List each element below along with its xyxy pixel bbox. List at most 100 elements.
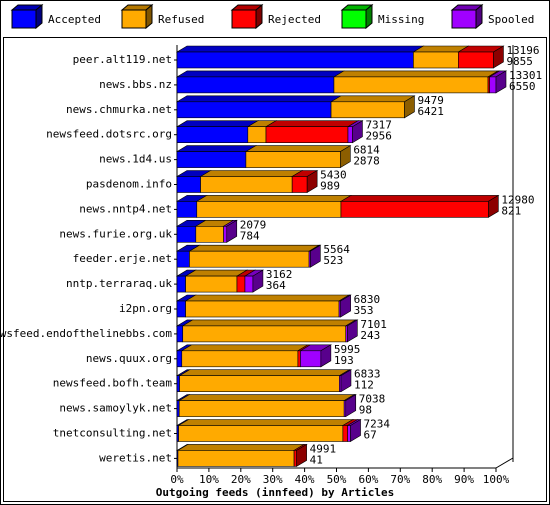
legend-swatch-side: [475, 3, 483, 30]
total-label: 6830: [354, 293, 381, 306]
bar-top: [176, 444, 306, 451]
bar-segment: [245, 151, 341, 168]
x-tick-label: 20%: [231, 473, 251, 486]
bar-top: [175, 70, 346, 78]
category-label: newsfeed.bofh.team: [53, 377, 173, 390]
total-label: 4991: [310, 442, 337, 455]
bar-top: [244, 145, 352, 152]
bar-segment: [176, 101, 332, 119]
bar-segment: [185, 300, 340, 318]
bar-segment: [247, 126, 267, 143]
bar-segment: [413, 51, 459, 69]
bar-segment: [196, 201, 342, 218]
bar-segment: [176, 126, 249, 143]
category-label: news.1d4.us: [99, 153, 172, 166]
legend-label: Accepted: [48, 13, 101, 26]
bar-top: [175, 120, 259, 127]
bar-side: [345, 394, 357, 418]
legend-swatch-side: [365, 3, 373, 30]
legend-swatch-side: [35, 3, 43, 30]
bar-side: [306, 169, 318, 194]
legend-label: Refused: [158, 13, 204, 26]
bar-top: [178, 369, 351, 377]
total-label: 13301: [509, 69, 542, 82]
bar-segment: [347, 126, 353, 143]
bar-segment: [176, 76, 335, 94]
accepted-label: 243: [360, 329, 380, 342]
x-tick-label: 90%: [454, 473, 474, 486]
category-label: i2pn.org: [119, 302, 172, 315]
bar-side: [347, 319, 358, 343]
bar-top: [180, 344, 309, 352]
bar-segment: [458, 51, 494, 69]
bar-top: [339, 195, 500, 202]
bar-segment: [176, 176, 201, 193]
category-label: news.samoylyk.net: [59, 402, 172, 415]
accepted-label: 67: [364, 429, 377, 442]
accepted-label: 2956: [365, 130, 392, 143]
category-label: news.nntp4.net: [79, 202, 172, 215]
legend-swatch: [11, 9, 37, 29]
bar-segment: [297, 350, 301, 368]
bar-segment: [177, 450, 295, 467]
bar-segment: [330, 101, 405, 119]
legend-label: Spooled: [488, 13, 534, 26]
x-tick-label: 80%: [422, 473, 442, 486]
total-label: 2079: [240, 218, 267, 231]
legend-swatch: [341, 9, 367, 29]
bar-side: [296, 443, 307, 467]
bar-segment: [176, 325, 184, 343]
accepted-label: 989: [320, 180, 340, 193]
bar-segment: [176, 51, 414, 69]
bar-segment: [176, 375, 180, 393]
accepted-label: 364: [266, 279, 286, 292]
bar-segment: [265, 126, 349, 143]
bar-top: [177, 419, 354, 426]
accepted-label: 784: [240, 229, 260, 242]
category-label: nntp.terraraq.uk: [66, 277, 172, 290]
category-label: news.quux.org: [86, 352, 172, 365]
bar-segment: [340, 201, 489, 218]
category-label: peer.alt119.net: [73, 53, 172, 66]
accepted-label: 193: [334, 354, 354, 367]
category-label: newsfeed.dotsrc.org: [46, 128, 172, 141]
total-label: 5564: [323, 243, 350, 256]
bar-side: [488, 194, 499, 218]
x-tick-label: 70%: [390, 473, 410, 486]
accepted-label: 9855: [506, 55, 533, 68]
accepted-label: 98: [359, 404, 372, 417]
bar-segment: [342, 425, 348, 442]
bar-segment: [176, 201, 198, 218]
legend-swatch: [121, 9, 147, 29]
total-label: 3162: [266, 268, 293, 281]
bar-segment: [176, 300, 186, 318]
bar-segment: [300, 350, 322, 368]
bar-segment: [176, 226, 197, 243]
bar-segment: [176, 250, 190, 268]
category-label: weretis.net: [99, 451, 172, 464]
category-label: news.bbs.nz: [99, 78, 172, 91]
x-tick-label: 40%: [295, 473, 315, 486]
accepted-label: 2878: [353, 155, 380, 168]
bar-segment: [176, 350, 183, 368]
bar-top: [264, 120, 360, 127]
bar-top: [329, 95, 416, 103]
bar-segment: [223, 226, 228, 243]
bar-segment: [291, 176, 308, 193]
accepted-label: 41: [310, 453, 323, 466]
bar-side: [495, 70, 507, 94]
bar-top: [175, 95, 343, 103]
bar-segment: [244, 275, 254, 293]
bar-segment: [236, 275, 246, 293]
category-label: newsfeed.endofthelinebbs.com: [0, 327, 172, 340]
bar-segment: [185, 275, 238, 293]
category-label: pasdenom.info: [86, 178, 172, 191]
bar-top: [178, 394, 356, 401]
bar-segment: [195, 226, 224, 243]
floor-edge: [495, 457, 514, 469]
x-tick-label: 60%: [358, 473, 378, 486]
accepted-label: 353: [354, 304, 374, 317]
bar-segment: [178, 400, 345, 417]
category-label: news.furie.org.uk: [59, 227, 172, 240]
bar-segment: [182, 325, 347, 343]
